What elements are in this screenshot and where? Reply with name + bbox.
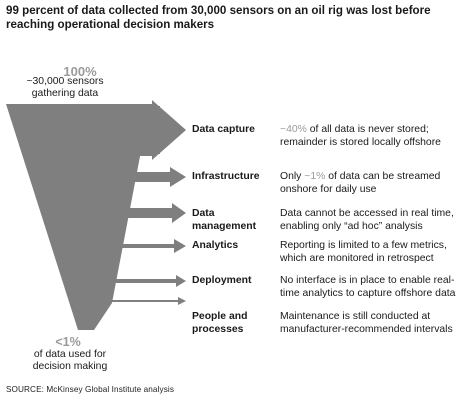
arrow-deployment bbox=[104, 275, 186, 287]
stage-label-analytics: Analytics bbox=[192, 240, 238, 253]
stage-desc-data-capture: ~40% of all data is never stored; remain… bbox=[280, 124, 475, 149]
top-caption: ~30,000 sensors gathering data bbox=[0, 76, 130, 100]
desc-line: No interface is in place to enable real- bbox=[280, 275, 455, 286]
stage-desc-people-processes: Maintenance is still conducted at manufa… bbox=[280, 311, 475, 336]
diagram-title: 99 percent of data collected from 30,000… bbox=[6, 4, 431, 31]
desc-line: which are monitored in retrospect bbox=[280, 252, 434, 264]
stage-desc-data-management: Data cannot be accessed in real time, en… bbox=[280, 208, 475, 233]
stage-label-line: People and bbox=[192, 311, 248, 322]
stage-desc-deployment: No interface is in place to enable real-… bbox=[280, 275, 475, 300]
desc-line: Maintenance is still conducted at bbox=[280, 311, 431, 322]
desc-text: Only bbox=[280, 171, 305, 182]
desc-line: Reporting is limited to a few metrics, bbox=[280, 240, 447, 251]
top-percentage: 100% bbox=[63, 64, 97, 79]
stage-label-line: Deployment bbox=[192, 275, 252, 286]
bottom-percentage: <1% bbox=[55, 335, 81, 349]
stage-desc-analytics: Reporting is limited to a few metrics, w… bbox=[280, 240, 475, 265]
stage-desc-infrastructure: Only ~1% of data can be streamed onshore… bbox=[280, 171, 475, 196]
desc-text: of all data is never stored; bbox=[306, 124, 429, 135]
desc-line: time analytics to capture offshore data bbox=[280, 287, 456, 299]
stage-label-infrastructure: Infrastructure bbox=[192, 171, 260, 184]
desc-line: ~40% of all data is never stored; bbox=[280, 124, 475, 137]
stage-label-people-processes: People and processes bbox=[192, 311, 247, 336]
desc-line: remainder is stored locally offshore bbox=[280, 136, 441, 148]
bottom-caption: of data used for decision making bbox=[10, 349, 130, 373]
desc-highlight: ~1% bbox=[304, 171, 326, 182]
stage-label-line: Analytics bbox=[192, 240, 239, 251]
desc-line: onshore for daily use bbox=[280, 183, 377, 195]
desc-highlight: ~40% bbox=[280, 124, 307, 135]
arrow-analytics bbox=[111, 239, 186, 253]
stage-label-data-management: Data management bbox=[192, 208, 256, 233]
stage-label-line: Infrastructure bbox=[192, 171, 260, 182]
top-caption-line2: gathering data bbox=[31, 88, 99, 99]
stage-label-deployment: Deployment bbox=[192, 275, 251, 288]
arrow-data-management bbox=[116, 203, 186, 223]
desc-line: manufacturer-recommended intervals bbox=[280, 323, 453, 335]
top-caption-line1: ~30,000 sensors bbox=[26, 76, 104, 87]
stage-label-line: Data bbox=[192, 208, 215, 219]
desc-line: enabling only “ad hoc” analysis bbox=[280, 220, 423, 232]
arrow-people-processes bbox=[97, 297, 186, 305]
desc-text: of data can be streamed bbox=[325, 171, 441, 182]
bottom-caption-line2: decision making bbox=[32, 361, 108, 372]
desc-line: Only ~1% of data can be streamed bbox=[280, 171, 475, 184]
source-note: SOURCE: McKinsey Global Institute analys… bbox=[6, 385, 175, 394]
stage-label-data-capture: Data capture bbox=[192, 124, 255, 137]
stage-label-line: Data capture bbox=[192, 124, 255, 135]
arrow-infrastructure bbox=[122, 167, 186, 187]
funnel-body bbox=[6, 104, 150, 330]
stage-label-line: processes bbox=[192, 323, 244, 335]
bottom-caption-line1: of data used for bbox=[33, 349, 107, 360]
desc-line: Data cannot be accessed in real time, bbox=[280, 208, 454, 219]
stage-label-line: management bbox=[192, 220, 257, 232]
